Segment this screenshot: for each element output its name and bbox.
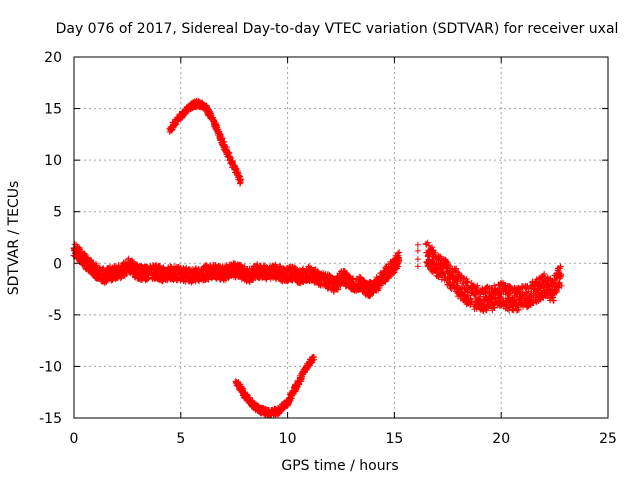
data-point: [463, 279, 470, 285]
x-tick-label: 5: [176, 431, 185, 447]
data-point: [556, 279, 563, 286]
data-point: [491, 282, 498, 289]
data-point: [553, 288, 560, 295]
data-point: [396, 249, 403, 256]
data-point: [295, 381, 302, 388]
data-point: [490, 304, 497, 311]
data-point: [309, 354, 316, 361]
data-point: [557, 263, 564, 270]
data-point: [468, 279, 475, 286]
data-marks: [70, 97, 565, 419]
data-point: [546, 295, 553, 302]
series-group: [232, 353, 318, 419]
x-tick-label: 25: [599, 431, 617, 447]
y-tick-label: 20: [44, 50, 62, 66]
data-point: [558, 282, 565, 289]
data-point: [550, 297, 557, 304]
data-point: [293, 266, 300, 273]
data-point: [452, 268, 459, 275]
x-tick-label: 10: [279, 431, 297, 447]
data-point: [414, 263, 421, 270]
y-tick-label: -10: [39, 359, 62, 375]
data-point: [287, 395, 294, 402]
data-point: [552, 277, 559, 284]
data-point: [243, 392, 250, 399]
x-tick-label: 20: [492, 431, 510, 447]
data-point: [555, 280, 562, 287]
data-point: [541, 270, 548, 277]
x-tick-label: 15: [385, 431, 403, 447]
series-group: [166, 97, 245, 187]
data-point: [241, 265, 248, 272]
data-point: [497, 302, 504, 309]
data-point: [444, 262, 451, 269]
y-tick-label: -15: [39, 411, 62, 427]
data-point: [88, 257, 95, 264]
data-point: [386, 273, 393, 280]
data-point: [238, 176, 245, 183]
series-group: [422, 239, 565, 315]
data-point: [236, 180, 243, 187]
y-tick-label: 0: [53, 256, 62, 272]
series-group: [70, 241, 403, 300]
data-point: [558, 271, 565, 278]
data-point: [292, 265, 299, 272]
data-point: [390, 270, 397, 277]
plot-frame: [73, 56, 609, 419]
data-point: [517, 288, 524, 295]
data-point: [432, 249, 439, 256]
data-point: [414, 256, 421, 263]
data-point: [311, 354, 318, 361]
data-point: [460, 275, 467, 282]
data-point: [414, 241, 421, 248]
y-tick-label: 15: [44, 102, 62, 118]
data-point: [491, 304, 498, 311]
y-axis-label: SDTVAR / TECUs: [6, 181, 22, 296]
chart-title: Day 076 of 2017, Sidereal Day-to-day VTE…: [56, 21, 619, 37]
x-axis-label: GPS time / hours: [281, 458, 398, 474]
grid-lines: [74, 57, 608, 418]
series-group: [414, 241, 421, 270]
data-point: [506, 282, 513, 289]
data-point: [424, 239, 431, 246]
data-point: [517, 287, 524, 294]
x-tick-label: 0: [70, 431, 79, 447]
data-point: [395, 259, 402, 266]
y-tick-label: 5: [53, 205, 62, 221]
data-point: [483, 307, 490, 314]
y-tick-label: -5: [48, 308, 62, 324]
data-point: [464, 278, 471, 285]
data-point: [474, 282, 481, 289]
data-point: [205, 276, 212, 283]
data-point: [414, 247, 421, 254]
y-tick-label: 10: [44, 153, 62, 169]
data-point: [468, 298, 475, 305]
axis-ticks: 0 5 10 15 20 25 -15 -10 -5 0 5 10 15 20: [39, 50, 617, 447]
data-point: [495, 295, 502, 302]
